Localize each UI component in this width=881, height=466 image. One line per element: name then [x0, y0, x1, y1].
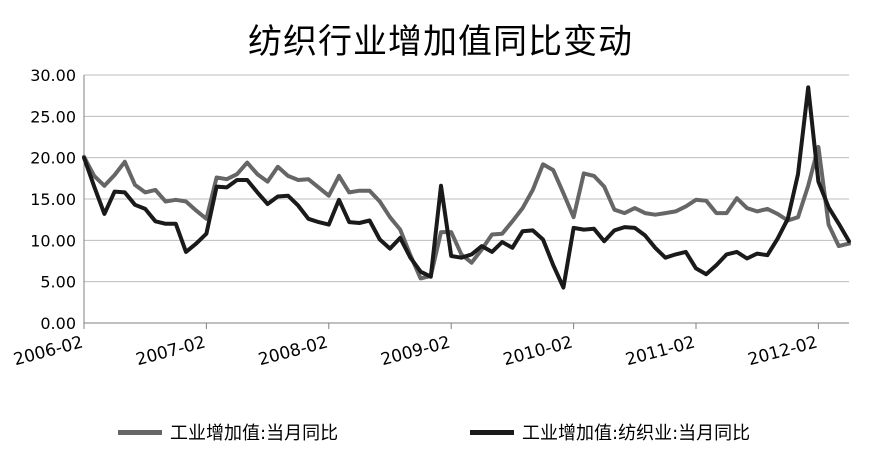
legend-item-industrial: 工业增加值:当月同比 — [118, 419, 338, 445]
series-line-1 — [82, 85, 851, 290]
legend-label-industrial: 工业增加值:当月同比 — [170, 423, 339, 444]
x-tick-label: 2009-02 — [379, 333, 453, 371]
axes — [83, 75, 849, 329]
legend-swatch-textile — [470, 429, 514, 435]
legend-item-textile: 工业增加值:纺织业:当月同比 — [470, 419, 750, 445]
x-tick-label: 2010-02 — [501, 333, 575, 371]
y-tick-label: 10.00 — [30, 231, 76, 250]
legend-swatch-industrial — [118, 429, 162, 435]
tick-labels: 0.00 5.00 10.00 15.00 20.00 25.00 30.00 2006-02… — [12, 66, 820, 370]
legend-label-textile: 工业增加值:纺织业:当月同比 — [522, 423, 751, 444]
y-tick-label: 5.00 — [40, 273, 76, 292]
y-tick-label: 20.00 — [30, 149, 76, 168]
y-tick-label: 25.00 — [30, 107, 76, 126]
x-tick-label: 2008-02 — [256, 333, 330, 371]
y-tick-label: 30.00 — [30, 66, 76, 85]
x-tick-label: 2012-02 — [746, 333, 820, 371]
chart-title: 纺织行业增加值同比变动 — [248, 22, 633, 62]
y-tick-label: 0.00 — [40, 314, 76, 333]
x-tick-label: 2011-02 — [624, 333, 698, 371]
y-tick-label: 15.00 — [30, 190, 76, 209]
series-line-0 — [82, 144, 851, 281]
series-lines — [82, 85, 851, 290]
x-tick-label: 2007-02 — [134, 333, 208, 371]
x-tick-label: 2006-02 — [12, 333, 86, 371]
